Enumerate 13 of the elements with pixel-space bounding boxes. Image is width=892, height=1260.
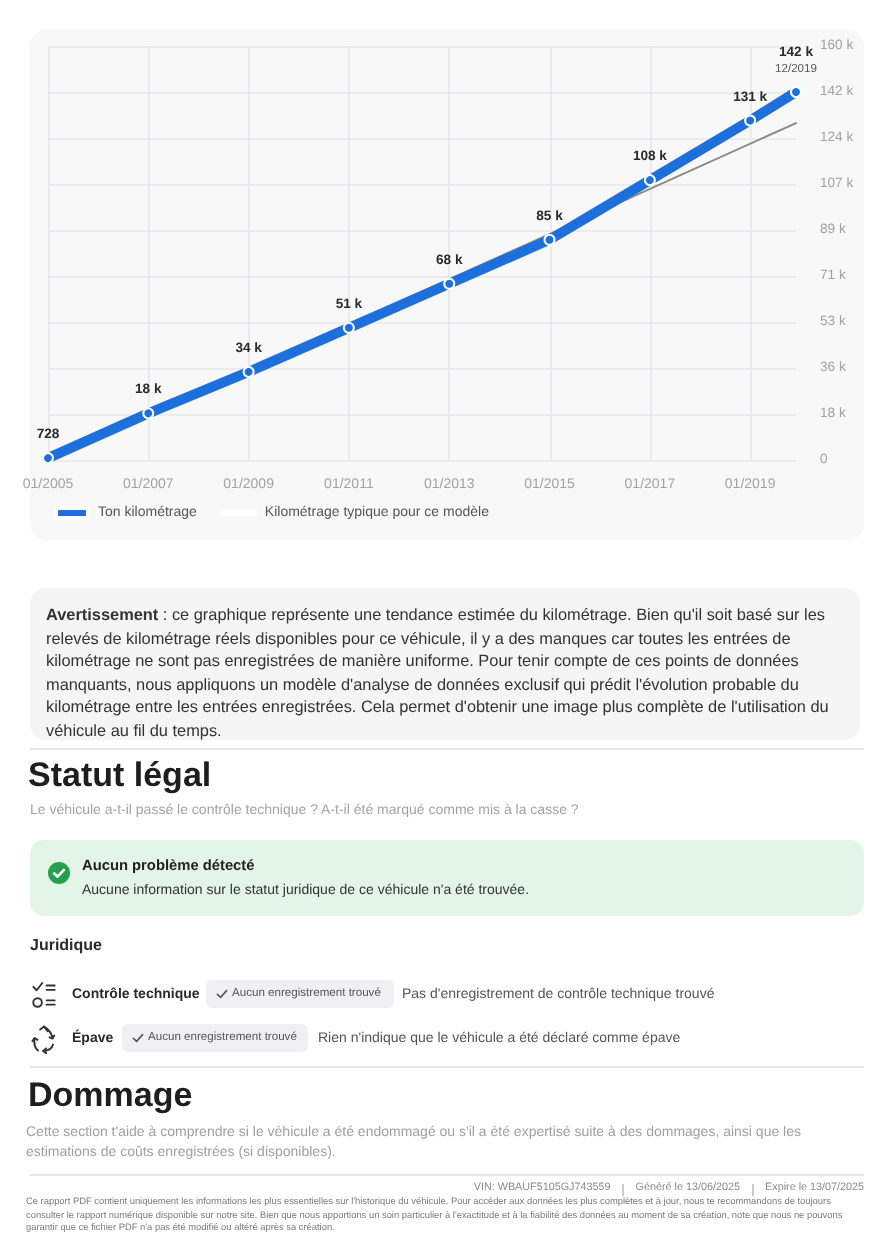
point bbox=[543, 233, 556, 246]
point bbox=[790, 86, 802, 98]
point bbox=[643, 174, 656, 187]
text: Statut légal bbox=[28, 756, 212, 796]
point bbox=[142, 407, 155, 420]
point bbox=[42, 452, 54, 465]
point bbox=[342, 321, 355, 334]
text: Avertissement bbox=[46, 606, 159, 624]
text: Dommage bbox=[28, 1076, 193, 1116]
point bbox=[242, 365, 255, 378]
text: Juridique bbox=[30, 936, 103, 956]
point bbox=[744, 114, 757, 127]
point bbox=[443, 277, 456, 290]
